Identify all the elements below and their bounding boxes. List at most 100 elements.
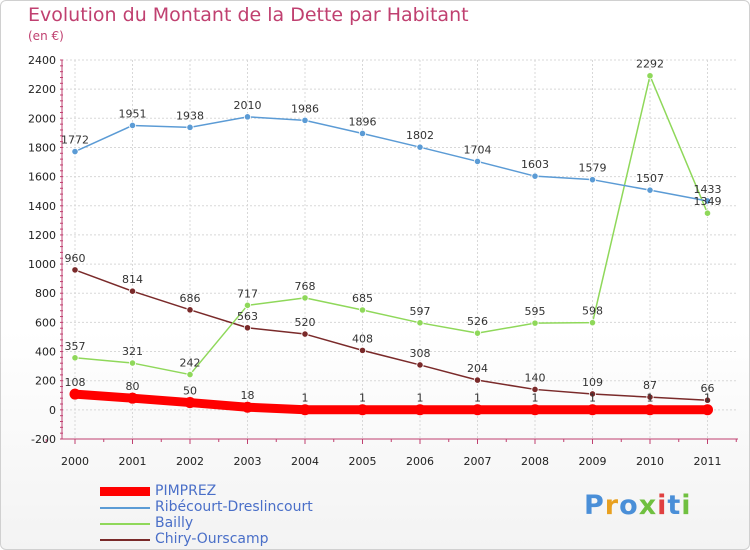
data-label: 526	[467, 315, 488, 328]
data-label: 768	[295, 280, 316, 293]
data-point	[644, 404, 656, 416]
data-label: 1	[647, 392, 654, 405]
data-label: 408	[352, 332, 373, 345]
data-label: 595	[525, 305, 546, 318]
data-label: 520	[295, 316, 316, 329]
data-label: 2292	[636, 58, 664, 71]
legend-label: Bailly	[155, 515, 194, 531]
series-line-1	[74, 116, 709, 202]
data-point	[531, 172, 539, 180]
data-point	[358, 129, 367, 138]
y-tick-label: 0	[49, 404, 56, 417]
data-point	[531, 385, 539, 394]
data-label: 80	[126, 380, 140, 393]
data-point	[646, 186, 654, 194]
data-label: 357	[65, 340, 86, 353]
chart-title: Evolution du Montant de la Dette par Hab…	[28, 4, 469, 26]
data-label: 686	[180, 292, 201, 305]
data-point	[473, 376, 482, 384]
data-point	[243, 113, 252, 121]
data-point	[69, 388, 81, 400]
data-point	[703, 396, 712, 404]
data-label: 204	[467, 362, 488, 375]
legend-label: Chiry-Ourscamp	[155, 531, 269, 547]
data-point	[184, 397, 196, 409]
y-tick-label: 1400	[28, 200, 56, 213]
data-point	[128, 121, 137, 130]
data-label: 1	[417, 392, 424, 405]
data-label: 814	[122, 273, 143, 286]
data-label: 242	[180, 357, 201, 370]
y-tick-label: 800	[35, 287, 56, 300]
legend-swatch	[100, 507, 150, 509]
data-label: 597	[410, 305, 431, 318]
x-tick-label: 2011	[694, 455, 722, 468]
x-tick-label: 2007	[464, 455, 492, 468]
data-label: 685	[352, 292, 373, 305]
data-point	[71, 147, 79, 156]
data-point	[416, 361, 424, 369]
data-point	[531, 319, 539, 327]
data-label: 1433	[694, 183, 722, 196]
data-point	[299, 404, 311, 416]
proxiti-logo: Proxiti	[584, 490, 692, 521]
data-point	[71, 354, 79, 362]
data-point	[186, 370, 194, 379]
data-point	[473, 329, 482, 337]
data-label: 1349	[694, 195, 722, 208]
x-tick-label: 2002	[176, 455, 204, 468]
data-point	[358, 306, 367, 314]
logo-letter: r	[604, 490, 620, 521]
data-label: 717	[237, 287, 258, 300]
x-tick-label: 2008	[521, 455, 549, 468]
data-point	[186, 123, 194, 131]
series-line-3	[74, 269, 709, 401]
data-point	[529, 404, 541, 416]
y-tick-label: 2400	[28, 54, 56, 67]
x-tick-label: 2003	[234, 455, 262, 468]
data-point	[243, 301, 252, 309]
data-point	[186, 306, 194, 314]
y-tick-label: 2200	[28, 83, 56, 96]
data-point	[472, 404, 483, 416]
legend-label: PIMPREZ	[155, 483, 217, 499]
data-label: 109	[582, 376, 603, 389]
x-tick-label: 2006	[406, 455, 434, 468]
data-point	[703, 209, 712, 217]
data-label: 2010	[234, 99, 262, 112]
y-tick-label: 200	[35, 375, 56, 388]
data-label: 1579	[579, 162, 607, 175]
legend-swatch	[100, 523, 150, 525]
logo-letter: o	[619, 490, 639, 521]
legend-swatch	[100, 487, 150, 496]
x-tick-label: 2009	[579, 455, 607, 468]
data-label: 1603	[521, 158, 549, 171]
data-label: 50	[183, 385, 197, 398]
data-point	[242, 401, 253, 413]
x-tick-label: 2001	[119, 455, 147, 468]
data-point	[588, 390, 597, 398]
x-tick-label: 2000	[61, 455, 89, 468]
data-point	[127, 392, 138, 404]
logo-letter: P	[584, 490, 605, 521]
data-label: 1704	[464, 143, 492, 156]
data-point	[416, 319, 424, 327]
data-label: 1802	[406, 129, 434, 142]
data-point	[358, 346, 367, 354]
logo-letter: x	[638, 490, 658, 521]
x-tick-label: 2010	[636, 455, 664, 468]
y-tick-label: 400	[35, 346, 56, 359]
data-label: 563	[237, 310, 258, 323]
data-label: 598	[582, 305, 603, 318]
data-label: 87	[643, 379, 657, 392]
data-label: 1938	[176, 109, 204, 122]
legend-swatch	[100, 539, 150, 541]
data-label: 1	[704, 392, 711, 405]
data-label: 108	[65, 376, 86, 389]
y-tick-label: 2000	[28, 112, 56, 125]
data-point	[702, 404, 713, 416]
data-label: 1772	[61, 134, 89, 147]
data-point	[703, 197, 712, 205]
